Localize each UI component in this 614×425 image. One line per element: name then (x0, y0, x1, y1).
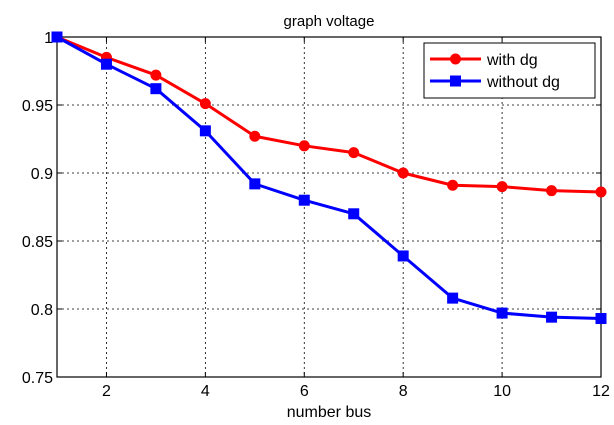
data-point-without-dg (150, 83, 162, 95)
x-tick-label: 12 (592, 383, 610, 400)
data-point-with-dg (397, 167, 409, 179)
data-point-without-dg (51, 31, 63, 43)
axis-ticks: 2 4 6 8 10 12 0.75 0.8 0.85 0.9 0.95 1 (22, 30, 610, 400)
grid (57, 37, 601, 377)
chart-title: graph voltage (284, 13, 375, 30)
series-line-without-dg (56, 35, 602, 321)
legend-label-without-dg: without dg (486, 74, 560, 91)
x-tick-label: 4 (201, 383, 210, 400)
data-point-with-dg (546, 185, 558, 197)
legend-marker-with-dg (450, 53, 461, 65)
data-point-with-dg (348, 147, 360, 159)
legend: with dg without dg (423, 42, 596, 99)
data-point-with-dg (199, 98, 211, 110)
data-point-without-dg (348, 208, 360, 220)
data-point-with-dg (496, 181, 508, 193)
data-point-without-dg (249, 178, 261, 190)
data-point-with-dg (150, 69, 162, 81)
series (51, 31, 607, 325)
x-tick-label: 6 (300, 383, 309, 400)
series-line-with-dg (56, 35, 602, 194)
data-point-without-dg (595, 313, 607, 325)
plot-frame (56, 36, 602, 378)
x-axis-label: number bus (287, 404, 372, 421)
data-point-without-dg (496, 307, 508, 319)
legend-marker-without-dg (450, 75, 461, 87)
x-tick-label: 8 (399, 383, 408, 400)
data-point-with-dg (298, 140, 310, 152)
legend-box (423, 42, 596, 99)
y-tick-label: 0.9 (31, 166, 53, 183)
data-point-with-dg (595, 186, 607, 198)
y-tick-label: 0.95 (22, 98, 53, 115)
y-tick-label: 0.75 (22, 370, 53, 387)
data-point-with-dg (447, 179, 459, 191)
x-tick-label: 10 (493, 383, 511, 400)
data-point-without-dg (447, 292, 459, 304)
data-point-without-dg (397, 250, 409, 262)
legend-label-with-dg: with dg (486, 52, 538, 69)
y-tick-label: 0.8 (31, 302, 53, 319)
data-point-with-dg (249, 130, 261, 142)
data-point-without-dg (546, 311, 558, 323)
y-tick-label: 0.85 (22, 234, 53, 251)
data-point-without-dg (199, 125, 211, 137)
y-tick-label: 1 (44, 30, 53, 47)
data-point-without-dg (100, 58, 112, 70)
x-tick-label: 2 (102, 383, 111, 400)
data-point-without-dg (298, 194, 310, 206)
